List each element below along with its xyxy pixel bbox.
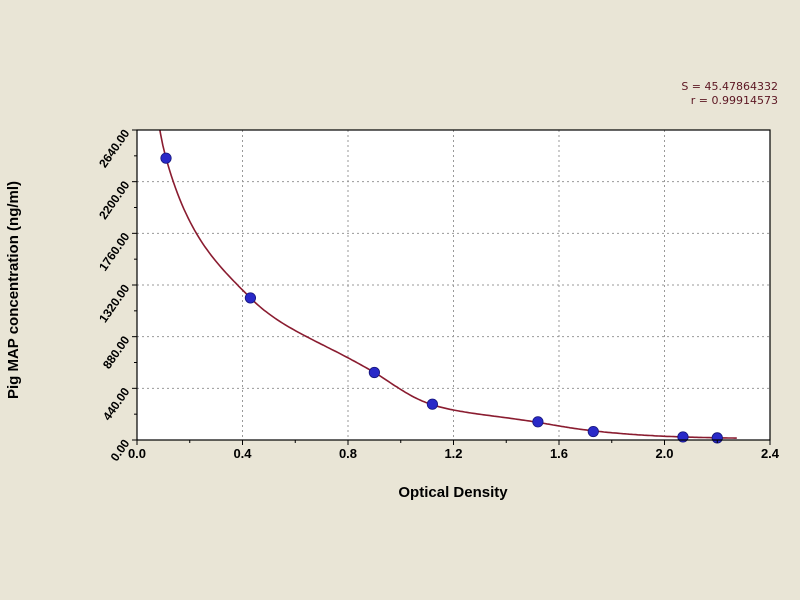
data-point xyxy=(368,366,380,379)
x-tick-label: 2.0 xyxy=(655,446,673,461)
fit-statistics: S = 45.47864332 r = 0.99914573 xyxy=(681,80,778,108)
x-tick-label: 0.8 xyxy=(339,446,357,461)
data-point xyxy=(532,416,544,428)
data-point xyxy=(244,292,257,304)
y-tick-label: 1320.00 xyxy=(96,281,133,325)
y-tick-label: 2200.00 xyxy=(96,178,133,222)
y-tick-label: 2640.00 xyxy=(96,126,133,170)
fit-statistic-r: r = 0.99914573 xyxy=(690,94,778,107)
x-tick-label: 2.4 xyxy=(761,446,780,461)
x-tick-label: 1.2 xyxy=(444,446,462,461)
x-tick-label: 1.6 xyxy=(550,446,568,461)
x-axis-label: Optical Density xyxy=(398,484,508,501)
y-tick-label: 440.00 xyxy=(100,385,133,423)
x-tick-label: 0.0 xyxy=(128,446,146,461)
data-point xyxy=(426,398,438,410)
fit-statistic-s: S = 45.47864332 xyxy=(681,80,778,93)
data-points xyxy=(160,152,723,444)
y-axis-label: Pig MAP concentration (ng/ml) xyxy=(5,181,22,399)
axis-ticks xyxy=(132,129,771,445)
x-tick-label: 0.4 xyxy=(233,446,252,461)
data-point xyxy=(160,152,172,164)
y-tick-label: 1760.00 xyxy=(96,230,133,274)
y-tick-label: 880.00 xyxy=(100,333,133,371)
data-point xyxy=(587,425,599,438)
